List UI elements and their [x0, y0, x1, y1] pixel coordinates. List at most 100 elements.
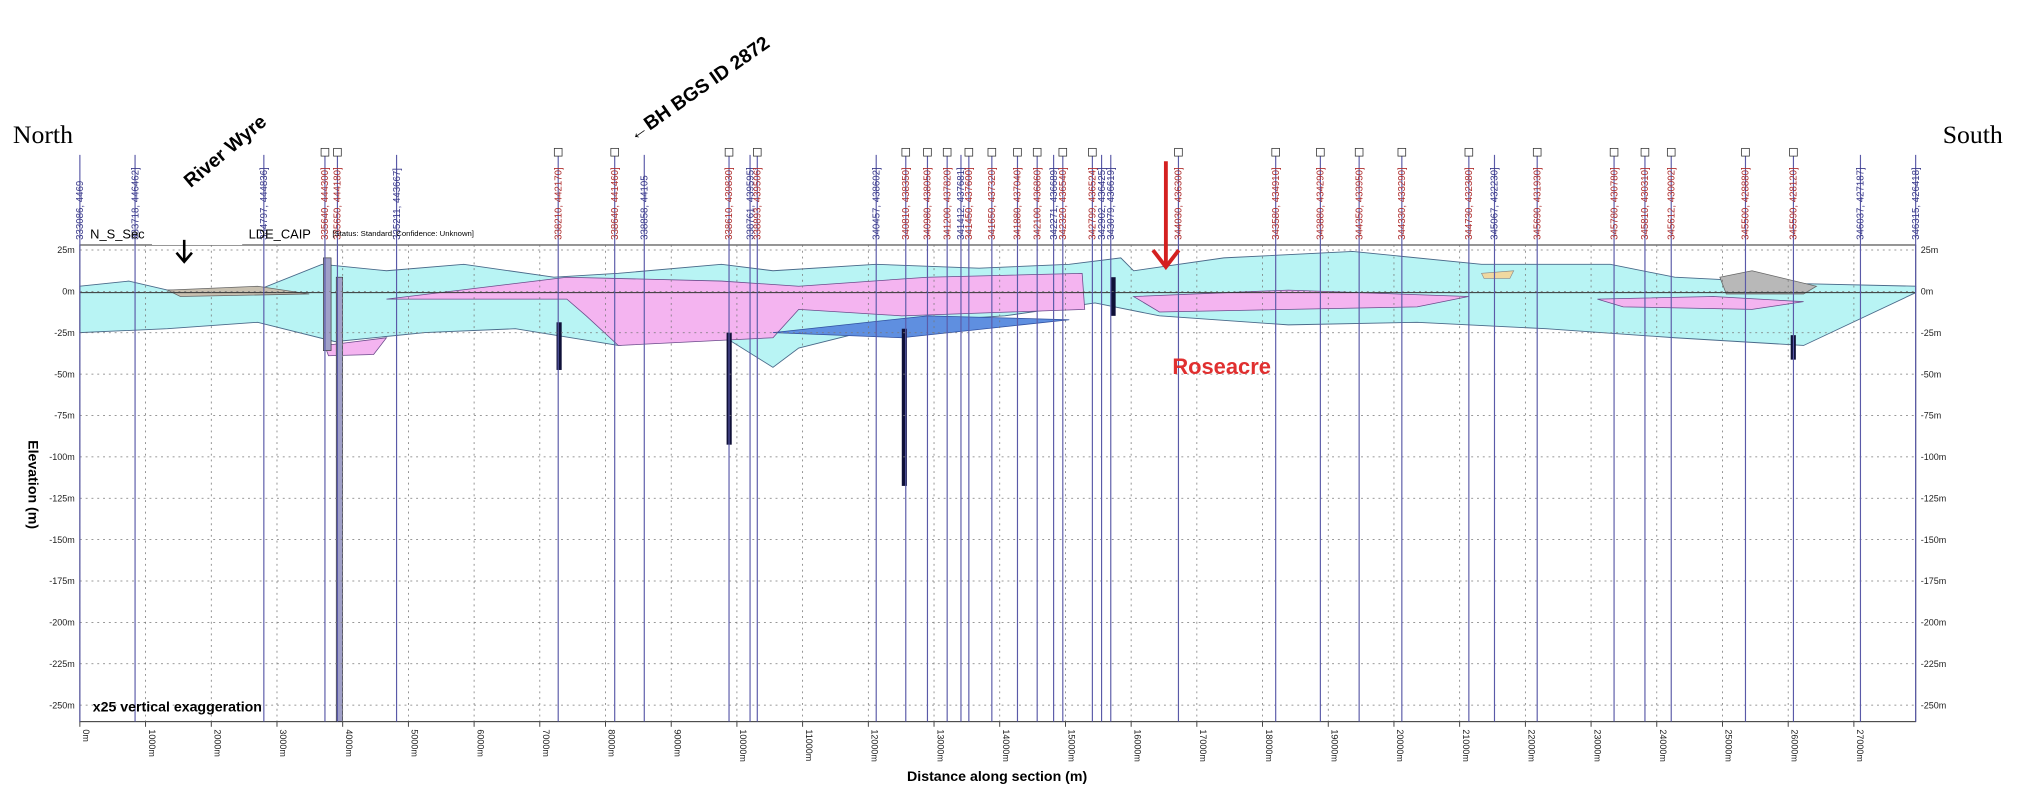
y-tick-label-right: -50m: [1921, 369, 1942, 379]
borehole-icon: [724, 147, 734, 157]
borehole-label: 341412, 437681]: [956, 167, 967, 239]
borehole-label: 338210, 442170]: [553, 167, 564, 239]
borehole-label: 346315, 426418]: [1911, 167, 1922, 239]
x-tick-label: 25000m: [1724, 729, 1734, 762]
borehole-label: 344330, 433290]: [1397, 167, 1408, 239]
borehole-label: 335650, 444180]: [333, 167, 344, 239]
y-tick-label-right: -250m: [1921, 700, 1947, 710]
x-tick-label: 0m: [81, 729, 91, 742]
borehole-label: 341650, 437320]: [987, 167, 998, 240]
borehole-icon: [923, 147, 932, 157]
x-tick-label: 6000m: [475, 729, 485, 757]
label-mask: [152, 226, 243, 245]
borehole-label: 342799, 436524]: [1088, 167, 1099, 240]
borehole-icon: [942, 147, 952, 157]
borehole-icon: [610, 147, 619, 157]
borehole-icon: [1354, 147, 1364, 157]
x-tick-label: 7000m: [541, 729, 551, 757]
x-tick-label: 19000m: [1329, 729, 1339, 762]
borehole-label: 345780, 430780]: [1609, 167, 1620, 239]
borehole-icon: [1789, 147, 1798, 157]
borehole-label: 338761, 439595]: [745, 167, 756, 239]
x-tick-label: 20000m: [1395, 729, 1405, 762]
x-tick-label: 10000m: [738, 729, 748, 762]
borehole-label: 343580, 434910]: [1271, 167, 1282, 240]
borehole-icon: [753, 147, 762, 157]
borehole-log: [1110, 277, 1116, 316]
river-arrow: [175, 239, 193, 264]
borehole-label: 342100, 436860]: [1032, 167, 1043, 239]
borehole-label: 345067, 432230]: [1490, 167, 1501, 239]
north-label: North: [13, 120, 73, 149]
y-tick-label: -200m: [49, 618, 75, 628]
section-name: N_S_Sec: [90, 227, 145, 242]
x-tick-label: 8000m: [607, 729, 617, 757]
stratum-tan: [1481, 270, 1515, 279]
borehole-icon: [901, 147, 911, 157]
stratum-grey: [1719, 270, 1818, 295]
borehole-label: 343079, 436619]: [1106, 167, 1117, 239]
borehole-label: 341200, 437820]: [942, 167, 953, 239]
borehole-label: 338610, 439830]: [724, 167, 735, 239]
borehole-label: 345810, 430310]: [1640, 167, 1651, 239]
y-tick-label-right: 25m: [1921, 245, 1939, 255]
borehole-label: 333086, 4469: [75, 181, 86, 240]
x-tick-label: 18000m: [1264, 729, 1274, 762]
borehole-icon: [1640, 147, 1650, 157]
y-tick-label: -50m: [54, 369, 75, 379]
borehole-label: 333718, 446462]: [130, 167, 141, 239]
borehole-label: 338893, 439506]: [753, 167, 764, 239]
x-tick-label: 1000m: [147, 729, 157, 757]
borehole-icon: [553, 147, 563, 157]
x-tick-label: 2000m: [213, 729, 223, 757]
borehole-label: 341880, 437040]: [1013, 167, 1024, 239]
borehole-label: 345690, 431930]: [1532, 167, 1543, 239]
borehole-label: 344730, 432380]: [1464, 167, 1475, 239]
y-tick-label: -125m: [49, 493, 75, 503]
borehole-label: 345590, 428120]: [1789, 167, 1800, 239]
axes: 25m 25m 0m 0m -25m -25m -50m -50m -75m -75m -100m -…: [49, 147, 1947, 762]
y-tick-label-right: 0m: [1921, 287, 1934, 297]
y-tick-label-right: -125m: [1921, 493, 1947, 503]
borehole-icon: [1032, 147, 1042, 157]
y-tick-label: 25m: [57, 245, 75, 255]
borehole-icon: [1058, 147, 1068, 157]
y-tick-label-right: -75m: [1921, 411, 1942, 421]
strata: [79, 250, 1917, 368]
borehole-icon: [1088, 147, 1097, 157]
y-tick-label: -150m: [49, 535, 75, 545]
south-label: South: [1943, 120, 2003, 149]
borehole-label: 345500, 428880]: [1741, 167, 1752, 239]
borehole-label: 334797, 444836]: [259, 167, 270, 240]
y-tick-label: -250m: [49, 700, 75, 710]
stratum-pink: [1597, 296, 1804, 310]
y-tick-label-right: -25m: [1921, 328, 1942, 338]
x-tick-label: 13000m: [935, 729, 945, 762]
borehole-log: [901, 328, 907, 486]
exaggeration-note: x25 vertical exaggeration: [93, 699, 262, 715]
y-tick-label: -225m: [49, 659, 75, 669]
borehole-label: 340810, 438350]: [901, 167, 912, 239]
x-tick-label: 15000m: [1067, 729, 1077, 762]
x-tick-label: 21000m: [1461, 729, 1471, 762]
y-tick-label-right: -100m: [1921, 452, 1947, 462]
borehole-label: 335640, 444300]: [320, 167, 331, 239]
borehole-icon: [1271, 147, 1280, 157]
x-axis-label: Distance along section (m): [907, 769, 1087, 785]
y-tick-label-right: -225m: [1921, 659, 1947, 669]
y-axis-label: Elevation (m): [24, 440, 40, 529]
borehole-label: 338858, 44105: [639, 175, 650, 239]
y-tick-label-right: -200m: [1921, 618, 1947, 628]
x-tick-label: 27000m: [1855, 729, 1865, 762]
y-tick-label: 0m: [62, 287, 75, 297]
x-tick-label: 3000m: [278, 729, 288, 757]
x-tick-label: 16000m: [1132, 729, 1142, 762]
borehole-note: ←BH BGS ID 2872: [625, 33, 774, 146]
y-tick-label-right: -175m: [1921, 576, 1947, 586]
roseacre-arrow: [1151, 161, 1181, 271]
borehole-label: 342271, 436689]: [1049, 167, 1060, 239]
x-tick-label: 17000m: [1198, 729, 1208, 762]
borehole-icon: [1464, 147, 1474, 157]
river-label: River Wyre: [180, 111, 271, 192]
status: [Status: Standard, Confidence: Unknown]: [332, 229, 474, 238]
